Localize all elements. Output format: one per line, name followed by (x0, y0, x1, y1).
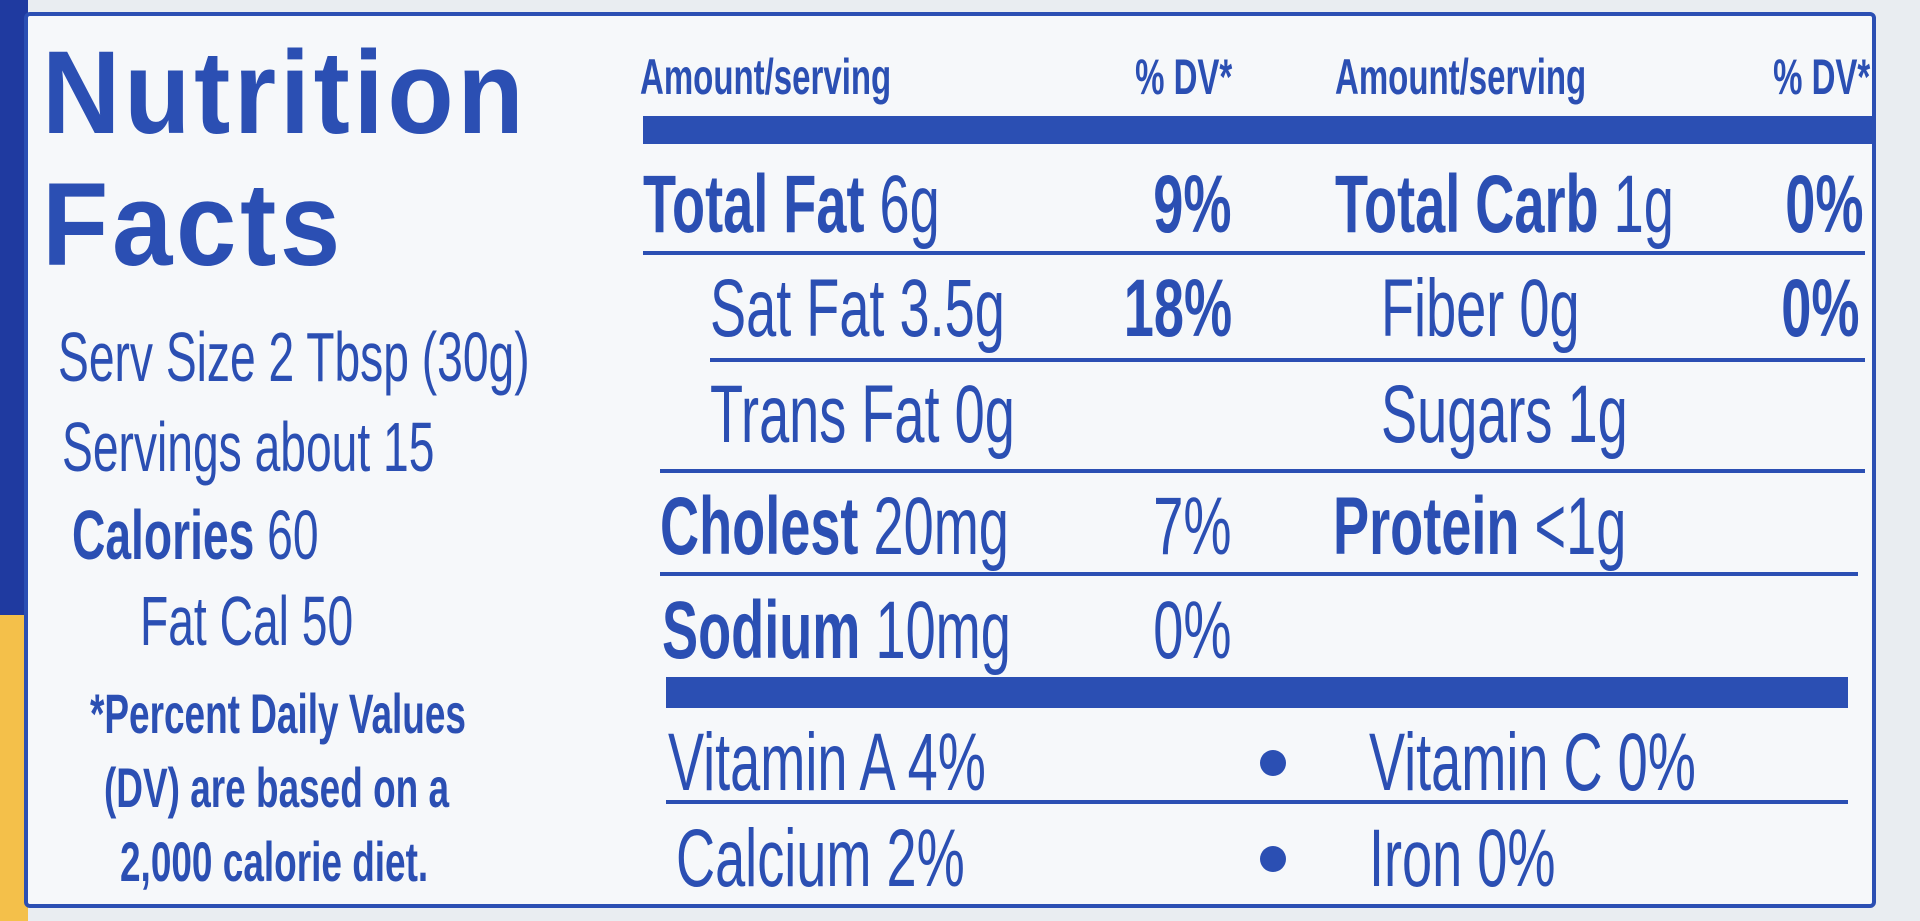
divider (660, 572, 1858, 576)
nutrient-label: Sodium (662, 585, 861, 676)
row-protein: Protein <1g (1333, 486, 1626, 568)
package-yellow-band (0, 615, 28, 921)
header-dv-left: % DV* (1134, 49, 1232, 105)
divider (660, 469, 1865, 473)
iron: Iron 0% (1369, 813, 1556, 904)
row-sodium: Sodium 10mg (662, 590, 1011, 672)
nutrient-amount: <1g (1534, 481, 1627, 572)
calcium: Calcium 2% (676, 813, 965, 904)
divider (710, 358, 1865, 362)
bullet-icon (1260, 846, 1286, 872)
fat-calories: Fat Cal 50 (140, 582, 354, 660)
footnote-line2: (DV) are based on a (104, 756, 450, 819)
header-amount-right: Amount/serving (1335, 49, 1587, 105)
nutrient-label: Sat Fat (710, 263, 885, 354)
dv-cholesterol: 7% (1153, 481, 1232, 572)
row-total-fat: Total Fat 6g (643, 164, 940, 246)
nutrient-amount: 3.5g (899, 263, 1005, 354)
divider (643, 251, 1865, 255)
footnote-line1: *Percent Daily Values (90, 682, 466, 745)
calories: Calories 60 (72, 500, 319, 570)
dv-fiber: 0% (1781, 263, 1860, 354)
nutrient-amount: 0g (954, 369, 1015, 460)
bullet-icon (1260, 750, 1286, 776)
divider (666, 800, 1848, 804)
row-sat-fat: Sat Fat 3.5g (710, 268, 1005, 350)
nutrient-amount: 1g (1567, 369, 1628, 460)
row-fiber: Fiber 0g (1381, 268, 1580, 350)
servings-per-container: Servings about 15 (62, 408, 435, 486)
nutrient-amount: 20mg (873, 481, 1009, 572)
package-blue-band (0, 0, 28, 615)
nutrient-label: Total Fat (643, 159, 865, 250)
nutrient-label: Cholest (660, 481, 859, 572)
row-sugars: Sugars 1g (1381, 374, 1628, 456)
nutrition-facts-label (24, 12, 1876, 908)
thick-divider-top (643, 116, 1873, 144)
nutrient-amount: 6g (879, 159, 940, 250)
thick-divider-vitamins (666, 677, 1848, 708)
nutrient-label: Protein (1333, 481, 1520, 572)
header-amount-left: Amount/serving (640, 49, 892, 105)
nutrient-label: Total Carb (1335, 159, 1599, 250)
nutrient-amount: 1g (1613, 159, 1674, 250)
nutrient-label: Trans Fat (710, 369, 940, 460)
title-line2: Facts (42, 159, 345, 291)
row-total-carb: Total Carb 1g (1335, 164, 1674, 246)
nutrient-amount: 0g (1519, 263, 1580, 354)
row-trans-fat: Trans Fat 0g (710, 374, 1015, 456)
dv-sodium: 0% (1153, 585, 1232, 676)
dv-sat-fat: 18% (1123, 263, 1232, 354)
title-line1: Nutrition (42, 27, 528, 159)
nutrient-label: Fiber (1381, 263, 1505, 354)
vitamin-a: Vitamin A 4% (668, 717, 986, 808)
header-dv-right: % DV* (1772, 49, 1870, 105)
calories-value: 60 (267, 496, 319, 574)
nutrient-label: Sugars (1381, 369, 1553, 460)
dv-total-carb: 0% (1785, 159, 1864, 250)
vitamin-c: Vitamin C 0% (1369, 717, 1696, 808)
serving-size: Serv Size 2 Tbsp (30g) (58, 318, 530, 396)
calories-label: Calories (72, 496, 255, 574)
nutrient-amount: 10mg (875, 585, 1011, 676)
row-cholesterol: Cholest 20mg (660, 486, 1009, 568)
dv-total-fat: 9% (1153, 159, 1232, 250)
footnote-line3: 2,000 calorie diet. (120, 830, 429, 893)
